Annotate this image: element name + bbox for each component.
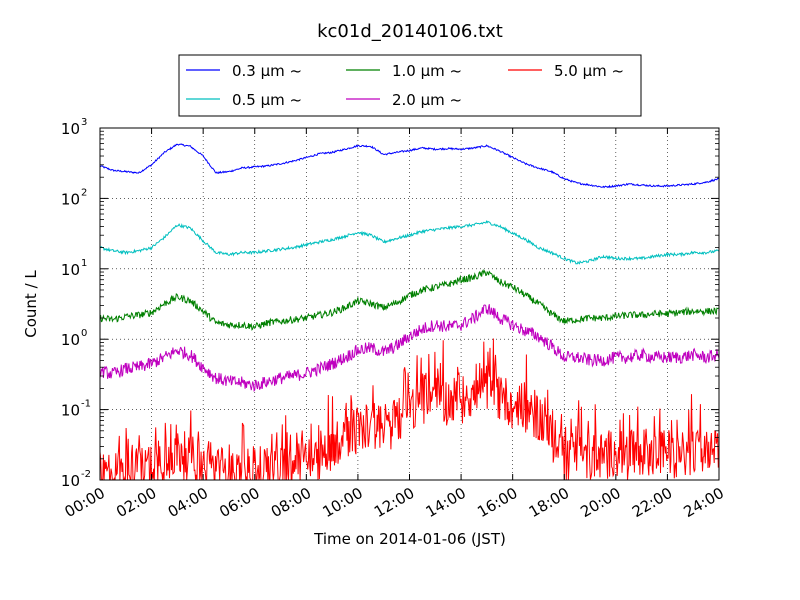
x-tick-label: 18:00 <box>526 484 572 521</box>
x-tick-label: 04:00 <box>165 484 211 521</box>
legend: 0.3 μm ~ 0.5 μm ~ 1.0 μm ~ 2.0 μm ~ 5.0 μm ~ <box>178 54 642 117</box>
series-line <box>99 219 720 265</box>
y-tick-label: 10 <box>61 331 80 349</box>
legend-label: 2.0 μm ~ <box>392 91 462 109</box>
legend-label: 1.0 μm ~ <box>392 62 462 80</box>
x-tick-label: 20:00 <box>577 484 623 521</box>
y-tick-exponent: 0 <box>81 328 87 339</box>
y-tick-label: 10 <box>61 261 80 279</box>
legend-label: 0.3 μm ~ <box>232 62 302 80</box>
y-tick-exponent: 3 <box>81 117 87 128</box>
series-line <box>99 269 720 331</box>
y-tick-label: 10 <box>61 120 80 138</box>
y-tick-label: 10 <box>61 190 80 208</box>
legend-box <box>178 54 642 117</box>
x-tick-label: 10:00 <box>319 484 365 521</box>
series-line <box>99 338 720 481</box>
chart-title: kc01d_20140106.txt <box>317 21 503 42</box>
x-tick-label: 08:00 <box>268 484 314 521</box>
series-line <box>99 304 720 392</box>
x-tick-label: 24:00 <box>681 484 727 521</box>
y-tick-label: 10 <box>61 402 80 420</box>
grid-lines <box>100 128 719 480</box>
legend-label: 0.5 μm ~ <box>232 91 302 109</box>
y-axis-label: Count / L <box>22 270 40 338</box>
y-tick-exponent: -1 <box>81 399 91 410</box>
x-axis-label: Time on 2014-01-06 (JST) <box>313 530 506 548</box>
x-tick-label: 16:00 <box>474 484 520 521</box>
y-tick-exponent: -2 <box>81 469 91 480</box>
series-line <box>99 143 720 189</box>
y-tick-exponent: 1 <box>81 258 87 269</box>
x-tick-label: 06:00 <box>216 484 262 521</box>
series-layer <box>99 143 720 481</box>
x-tick-label: 12:00 <box>371 484 417 521</box>
x-tick-label: 14:00 <box>423 484 469 521</box>
x-tick-label: 02:00 <box>113 484 159 521</box>
x-tick-label: 22:00 <box>629 484 675 521</box>
legend-label: 5.0 μm ~ <box>554 62 624 80</box>
y-tick-label: 10 <box>61 472 80 490</box>
y-tick-exponent: 2 <box>81 187 87 198</box>
